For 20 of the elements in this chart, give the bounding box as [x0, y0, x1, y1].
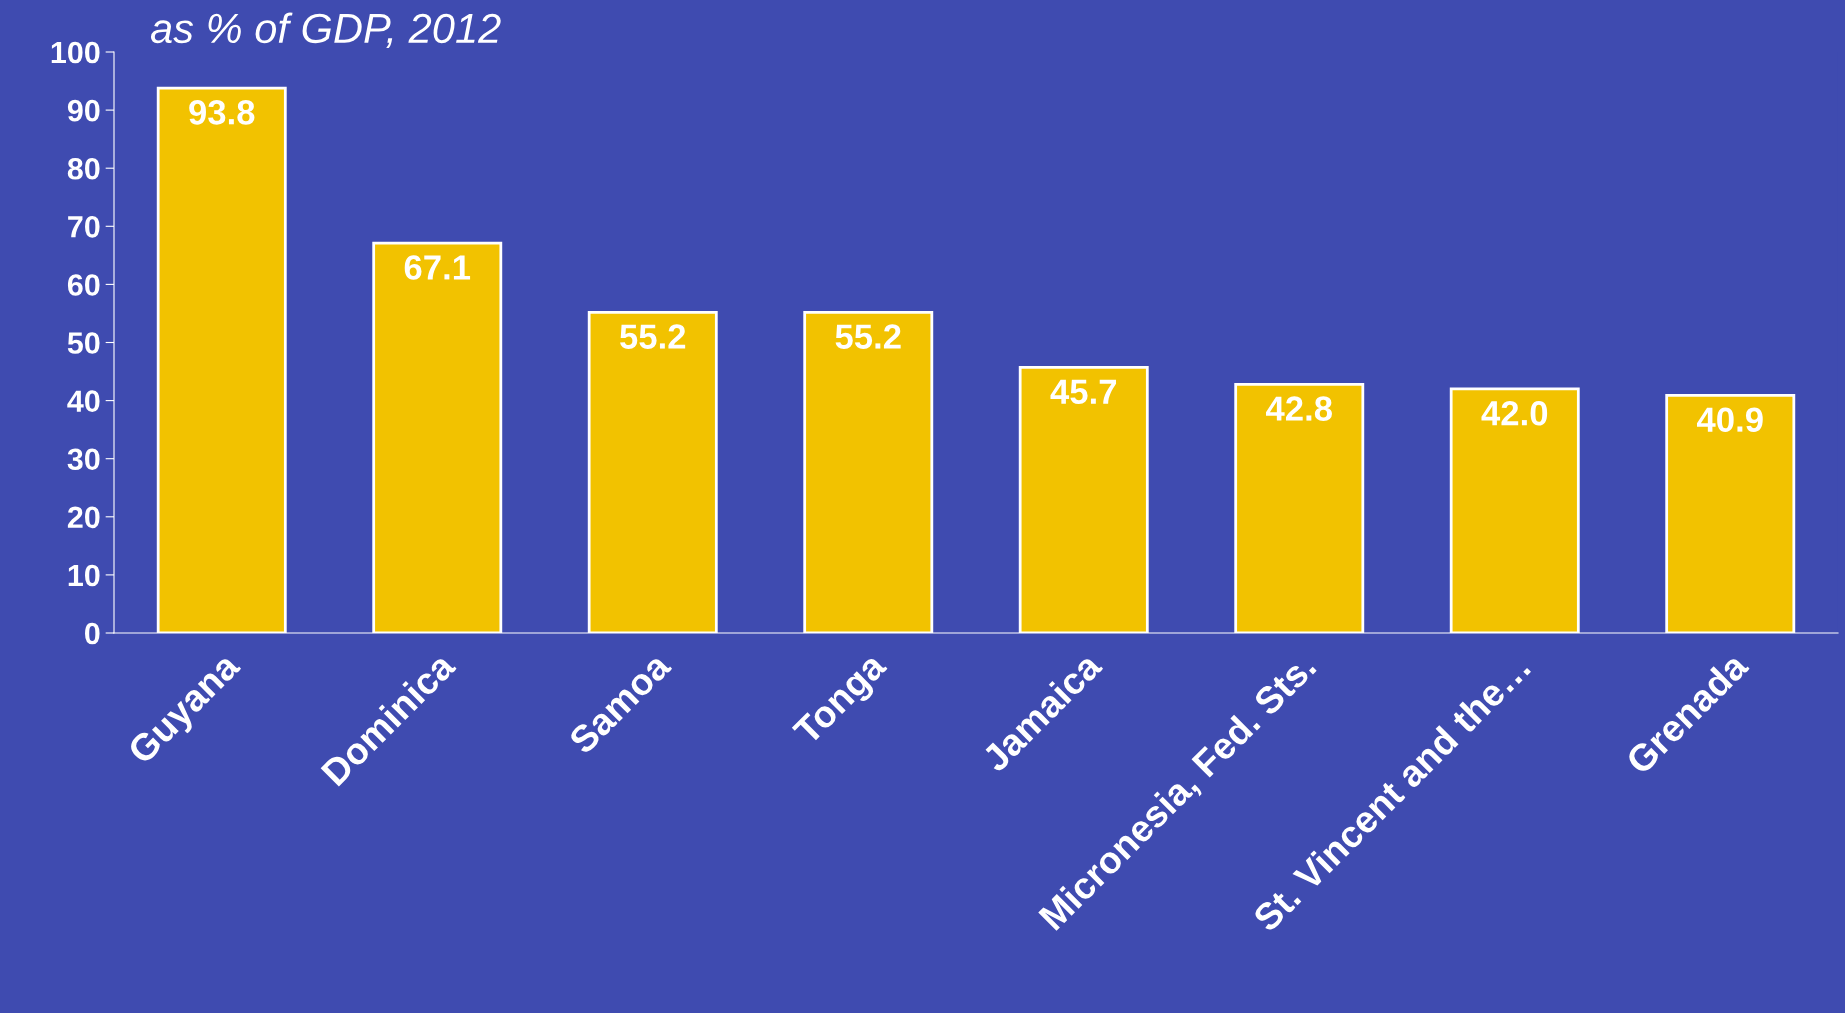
- y-tick-label: 30: [67, 448, 100, 471]
- y-tick-label: 40: [67, 390, 100, 412]
- data-label: 42.0: [1481, 401, 1548, 426]
- data-label: 55.2: [835, 324, 901, 349]
- y-tick-label: 70: [68, 216, 100, 238]
- y-tick-label: 60: [67, 274, 100, 296]
- data-label: 42.8: [1265, 396, 1332, 421]
- y-tick-label: 90: [67, 99, 100, 122]
- y-tick-label: 0: [85, 622, 100, 645]
- data-label: 67.1: [404, 255, 471, 280]
- y-tick-label: 20: [67, 506, 100, 529]
- y-tick-label: 80: [67, 157, 100, 180]
- chart-title: as % of GDP, 2012: [150, 12, 501, 49]
- y-tick-label: 100: [51, 41, 100, 64]
- data-label: 45.7: [1050, 379, 1117, 405]
- data-label: 40.9: [1696, 407, 1763, 432]
- y-tick-label: 10: [68, 564, 100, 587]
- y-tick-label: 50: [67, 332, 100, 354]
- data-label: 55.2: [620, 324, 686, 349]
- data-label: 93.8: [189, 100, 255, 125]
